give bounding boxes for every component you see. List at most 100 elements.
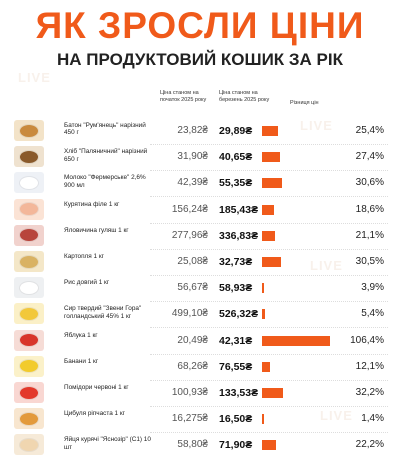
table-row: Сир твердий "Звени Гора" голландський 45… xyxy=(0,300,400,329)
old-price: 31,90₴ xyxy=(177,151,208,163)
old-price: 16,275₴ xyxy=(171,413,208,425)
product-name: Рис довгий 1 кг xyxy=(64,279,110,287)
growth-percent: 5,4% xyxy=(361,308,384,320)
table-row: Яловичина гуляш 1 кг 277,96₴ 336,83₴ 21,1% xyxy=(0,222,400,250)
old-price: 56,67₴ xyxy=(177,282,208,294)
potato-icon xyxy=(14,251,44,272)
old-price: 42,39₴ xyxy=(177,177,208,189)
table-row: Хліб "Паляничний" нарізний 650 г 31,90₴ 40… xyxy=(0,143,400,172)
new-price: 526,32₴ xyxy=(219,308,259,321)
table-row: Яйця курячі "Яснозір" (С1) 10 шт 58,80₴ 71… xyxy=(0,431,400,459)
apples-icon xyxy=(14,329,44,351)
page-subtitle: НА ПРОДУКТОВИЙ КОШИК ЗА РІК xyxy=(56,50,343,69)
product-photo-shape xyxy=(20,438,38,451)
row-divider xyxy=(150,353,388,355)
growth-bar xyxy=(262,414,264,425)
product-name: Яловичина гуляш 1 кг xyxy=(64,226,129,234)
new-price: 71,90₴ xyxy=(219,439,253,452)
table-row: Помідори червоні 1 кг 100,93₴ 133,53₴ 32,2% xyxy=(0,379,400,407)
product-photo-shape xyxy=(20,203,38,216)
growth-bar xyxy=(262,126,279,136)
product-name: Картопля 1 кг xyxy=(64,253,104,260)
growth-percent: 32,2% xyxy=(355,387,384,398)
product-name: Батон "Рум'янець" нарізний 450 г xyxy=(64,122,146,137)
old-price: 23,82₴ xyxy=(177,125,208,136)
old-price: 20,49₴ xyxy=(177,334,208,346)
row-divider xyxy=(150,196,388,198)
row-divider xyxy=(150,432,388,434)
chicken-fillet-icon xyxy=(14,198,44,220)
product-name: Курятина філе 1 кг xyxy=(64,200,120,208)
growth-percent: 1,4% xyxy=(361,413,384,425)
new-price: 32,73₴ xyxy=(219,256,253,268)
rice-icon xyxy=(14,277,44,299)
new-price: 336,83₴ xyxy=(219,229,259,242)
growth-percent: 18,6% xyxy=(355,203,384,215)
new-price: 185,43₴ xyxy=(219,203,259,216)
new-price: 40,65₴ xyxy=(219,151,253,164)
growth-percent: 25,4% xyxy=(355,125,384,136)
table-row: Курятина філе 1 кг 156,24₴ 185,43₴ 18,6% xyxy=(0,196,400,224)
onion-icon xyxy=(14,408,44,430)
watermark-text: LIVE xyxy=(310,258,343,273)
old-price: 25,08₴ xyxy=(177,256,208,267)
product-name: Яблука 1 кг xyxy=(64,331,98,339)
growth-percent: 22,2% xyxy=(355,439,384,451)
watermark-text: LIVE xyxy=(320,408,353,423)
growth-percent: 30,5% xyxy=(355,256,384,267)
growth-percent: 30,6% xyxy=(355,177,384,189)
product-photo-shape xyxy=(20,281,38,294)
product-name: Хліб "Паляничний" нарізний 650 г xyxy=(64,148,148,163)
new-price: 16,50₴ xyxy=(219,413,253,426)
growth-percent: 21,1% xyxy=(355,229,384,241)
row-divider xyxy=(150,275,388,276)
product-photo-shape xyxy=(20,255,38,268)
growth-percent: 3,9% xyxy=(361,282,384,294)
growth-bar xyxy=(262,283,265,294)
growth-bar xyxy=(262,152,280,163)
beef-goulash-icon xyxy=(14,224,44,246)
eggs-icon xyxy=(14,434,44,456)
growth-bar xyxy=(262,257,282,267)
table-row: Картопля 1 кг 25,08₴ 32,73₴ 30,5% xyxy=(0,248,400,276)
milk-pack-icon xyxy=(14,172,44,194)
row-divider xyxy=(150,379,388,381)
growth-bar xyxy=(262,388,283,398)
old-price: 499,10₴ xyxy=(171,308,208,320)
column-header-new-price: Ціна станом на березень 2025 року xyxy=(219,90,270,103)
bananas-icon xyxy=(14,355,44,377)
rye-bread-icon xyxy=(14,146,44,168)
growth-bar xyxy=(262,335,330,346)
growth-percent: 12,1% xyxy=(355,360,384,372)
row-divider xyxy=(150,170,388,172)
row-divider xyxy=(150,406,388,407)
growth-bar xyxy=(262,230,276,241)
tomatoes-icon xyxy=(14,382,44,403)
row-divider xyxy=(150,144,388,145)
table-row: Молоко "Фермерське" 2,6% 900 мл 42,39₴ 55,… xyxy=(0,169,400,198)
bread-loaf-icon xyxy=(14,120,44,141)
old-price: 277,96₴ xyxy=(171,229,208,241)
product-photo-shape xyxy=(20,150,38,163)
page-title: ЯК ЗРОСЛИ ЦІНИ xyxy=(35,5,365,46)
growth-bar xyxy=(262,361,270,372)
growth-percent: 27,4% xyxy=(355,151,384,163)
growth-bar xyxy=(262,178,282,189)
column-header-old-price: Ціна станом на початок 2025 року xyxy=(160,90,207,103)
table-row: Батон "Рум'янець" нарізний 450 г 23,82₴ 29… xyxy=(0,117,400,145)
row-divider xyxy=(150,222,388,224)
old-price: 156,24₴ xyxy=(171,203,208,215)
row-divider xyxy=(150,301,388,303)
row-divider xyxy=(150,248,388,250)
old-price: 68,26₴ xyxy=(177,360,208,372)
new-price: 55,35₴ xyxy=(219,177,253,190)
row-divider xyxy=(150,327,388,329)
old-price: 58,80₴ xyxy=(177,439,208,451)
product-photo-shape xyxy=(20,412,38,425)
product-name: Цибуля ріпчаста 1 кг xyxy=(64,410,125,418)
column-header-growth: Різниця цін xyxy=(290,100,319,106)
new-price: 133,53₴ xyxy=(219,387,259,399)
new-price: 76,55₴ xyxy=(219,360,253,373)
product-photo-shape xyxy=(20,229,38,242)
product-name: Помідори червоні 1 кг xyxy=(64,384,129,391)
